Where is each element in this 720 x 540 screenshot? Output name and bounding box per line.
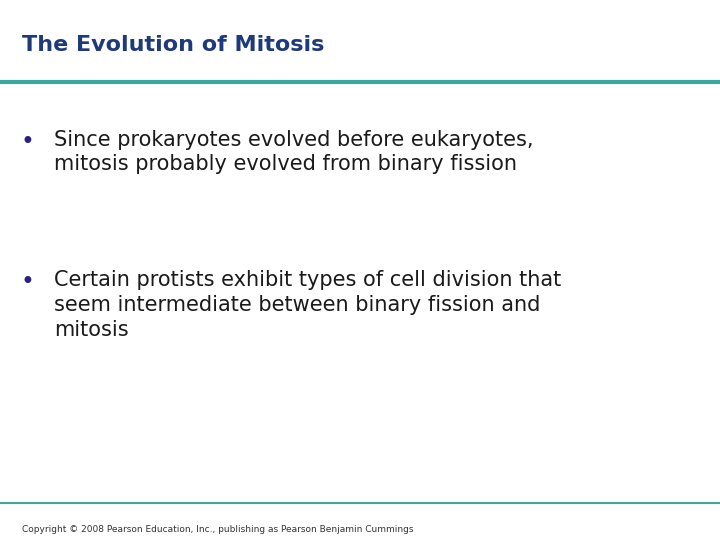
Text: •: • bbox=[20, 270, 35, 294]
Text: •: • bbox=[20, 130, 35, 153]
Text: Certain protists exhibit types of cell division that
seem intermediate between b: Certain protists exhibit types of cell d… bbox=[54, 270, 562, 340]
Text: The Evolution of Mitosis: The Evolution of Mitosis bbox=[22, 35, 324, 55]
Text: Since prokaryotes evolved before eukaryotes,
mitosis probably evolved from binar: Since prokaryotes evolved before eukaryo… bbox=[54, 130, 534, 174]
Text: Copyright © 2008 Pearson Education, Inc., publishing as Pearson Benjamin Cumming: Copyright © 2008 Pearson Education, Inc.… bbox=[22, 524, 413, 534]
